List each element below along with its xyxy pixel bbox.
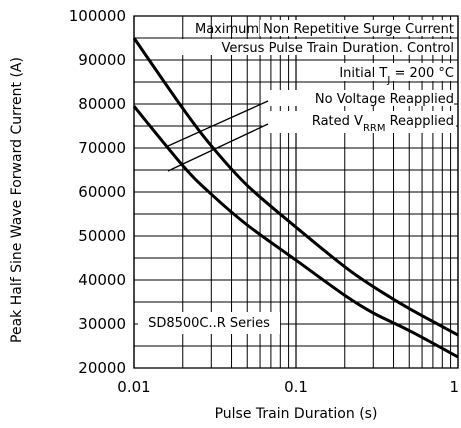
y-tick-label: 70000 [78, 139, 126, 157]
y-tick-label: 60000 [78, 183, 126, 201]
no-voltage-label: No Voltage Reapplied [315, 92, 454, 107]
chart-annotations: Maximum Non Repetitive Surge Current Vers… [148, 22, 454, 331]
y-tick-label: 20000 [78, 359, 126, 377]
x-tick-label: 0.1 [284, 378, 308, 396]
y-tick-label: 80000 [78, 95, 126, 113]
title-line2-background [150, 39, 456, 55]
no-voltage-label-background [262, 90, 454, 106]
white-label-backgrounds [138, 20, 456, 334]
leader-line-rated [167, 123, 269, 172]
tj-value: = 200 °C [390, 66, 454, 81]
plot-frame [133, 15, 459, 369]
y-tick-label: 100000 [69, 7, 126, 25]
reapplied-text: Reapplied [385, 114, 454, 129]
title-line-1: Maximum Non Repetitive Surge Current [195, 22, 454, 37]
tick-labels: 20000 30000 40000 50000 60000 70000 80000 90000… [69, 7, 459, 396]
tj-subscript: J [386, 75, 390, 86]
title-line-3: Initial TJ = 200 °C [339, 66, 454, 86]
y-tick-label: 40000 [78, 271, 126, 289]
title-line1-background [260, 20, 456, 36]
title-line-2: Versus Pulse Train Duration. Control [221, 41, 454, 56]
y-tick-label: 90000 [78, 51, 126, 69]
series-line-2 [132, 105, 459, 359]
series-label-background [138, 312, 280, 334]
x-tick-label: 1 [449, 378, 459, 396]
chart-curves [132, 37, 459, 359]
leader-line-no-voltage [167, 100, 269, 147]
x-axis-label: Pulse Train Duration (s) [215, 406, 378, 422]
title-line3-background [318, 63, 456, 81]
series-line-1 [132, 37, 459, 337]
vrrm-subscript: RRM [363, 123, 386, 134]
y-tick-label: 50000 [78, 227, 126, 245]
series-label: SD8500C..R Series [148, 316, 270, 331]
y-tick-label: 30000 [78, 315, 126, 333]
rated-vrrm-label: Rated VRRM Reapplied [312, 114, 454, 134]
x-tick-label: 0.01 [117, 378, 150, 396]
y-axis-label: Peak Half Sine Wave Forward Current (A) [9, 57, 25, 343]
rated-label-background [262, 111, 456, 133]
